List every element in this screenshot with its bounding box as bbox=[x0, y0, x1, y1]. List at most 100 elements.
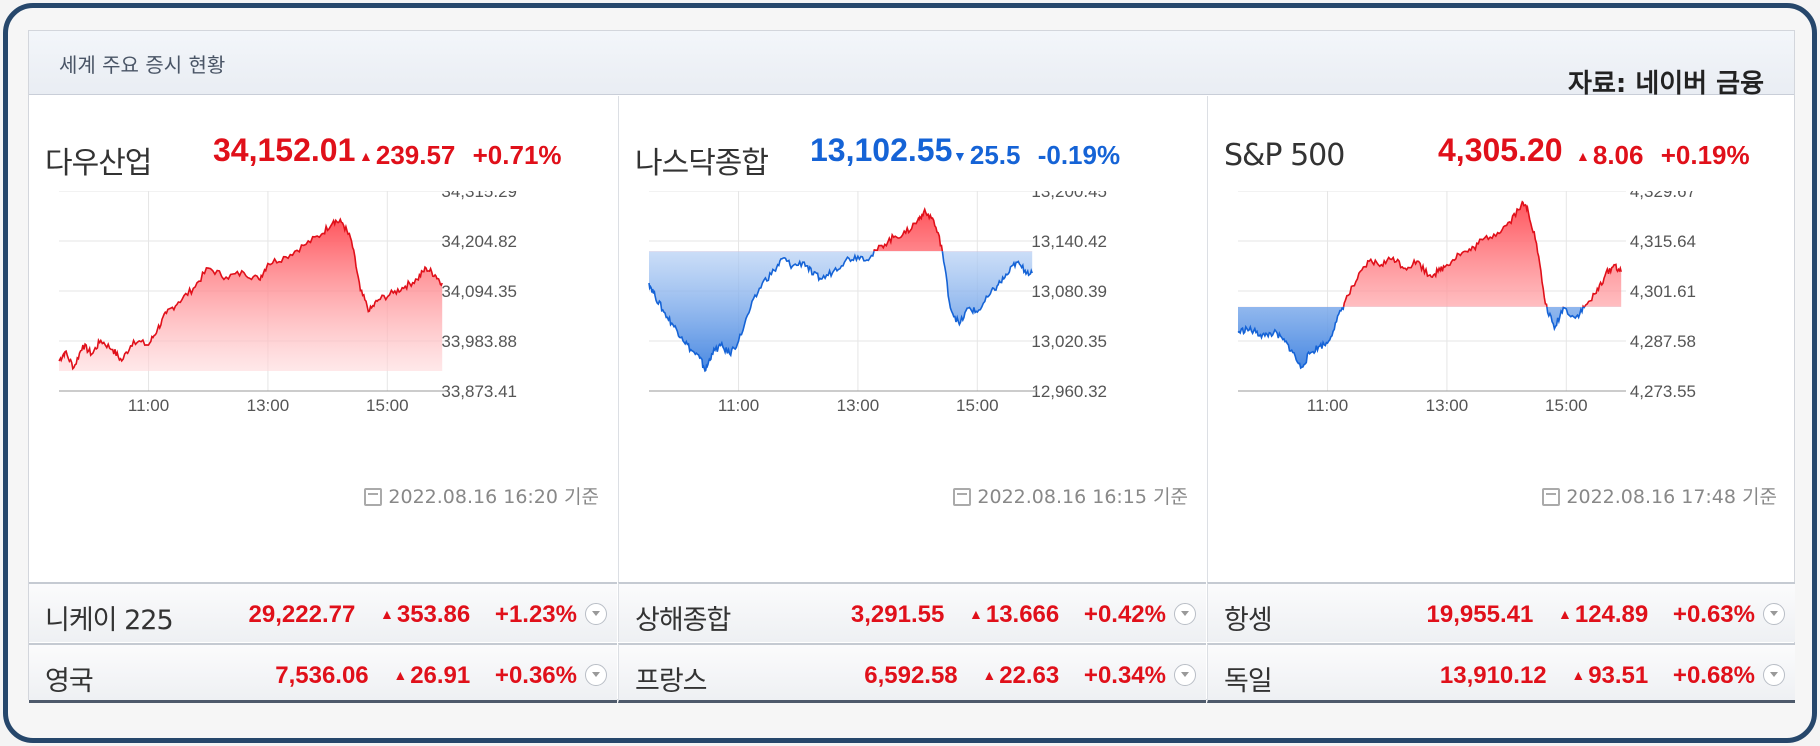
y-tick-label: 13,140.42 bbox=[1031, 232, 1107, 251]
y-tick-label: 12,960.32 bbox=[1031, 382, 1107, 401]
series-up-group bbox=[1238, 200, 1622, 307]
other-indices: 니케이 225 29,222.77 ▲ 353.86 +1.23% 상해종합 3,… bbox=[29, 582, 1795, 703]
calendar-icon bbox=[1542, 488, 1561, 506]
world-markets-panel: 세계 주요 증시 현황 자료: 네이버 금융 다우산업 34,152.01 ▲ 2… bbox=[28, 30, 1795, 703]
mini-index-name: 영국 bbox=[45, 666, 94, 697]
y-tick-label: 34,094.35 bbox=[441, 282, 517, 301]
mini-index-change-pct: +1.23% bbox=[494, 601, 577, 628]
mini-index-change: ▲ 26.91 bbox=[393, 662, 470, 689]
mini-index-change: ▲ 93.51 bbox=[1571, 662, 1648, 689]
series-up-group bbox=[873, 207, 944, 252]
triangle-up-icon: ▲ bbox=[1571, 667, 1586, 683]
mini-index-values: 7,536.06 ▲ 26.91 +0.36% bbox=[257, 662, 577, 690]
x-tick-label: 13:00 bbox=[247, 396, 290, 415]
index-card-nasdaq[interactable]: 나스닥종합 13,102.55 ▼ 25.5 -0.19% 13,200.45 13… bbox=[618, 96, 1206, 582]
intraday-chart[interactable]: 4,329.67 4,315.64 4,301.61 4,287.58 4,273.55… bbox=[1208, 191, 1796, 461]
mini-index-change-value: 353.86 bbox=[396, 601, 471, 628]
x-tick-label: 13:00 bbox=[1426, 396, 1469, 415]
mini-index-row[interactable]: 영국 7,536.06 ▲ 26.91 +0.36% bbox=[29, 643, 617, 703]
mini-index-change-value: 26.91 bbox=[410, 662, 471, 689]
mini-index-change: ▲ 13.666 bbox=[969, 601, 1059, 628]
mini-index-values: 19,955.41 ▲ 124.89 +0.63% bbox=[1409, 601, 1755, 629]
triangle-down-icon: ▼ bbox=[953, 148, 967, 164]
index-change-pct: +0.71% bbox=[472, 140, 562, 170]
index-change-pct: -0.19% bbox=[1037, 140, 1121, 170]
index-header: S&P 500 4,305.20 ▲ 8.06 +0.19% bbox=[1208, 96, 1795, 186]
mini-index-name: 독일 bbox=[1224, 666, 1273, 697]
mini-index-change-value: 22.63 bbox=[999, 662, 1060, 689]
y-tick-label: 4,273.55 bbox=[1630, 382, 1696, 401]
index-change-value: 8.06 bbox=[1592, 140, 1644, 170]
mini-index-row[interactable]: 상해종합 3,291.55 ▲ 13.666 +0.42% bbox=[618, 582, 1206, 642]
series-area-up bbox=[59, 219, 443, 371]
triangle-up-icon: ▲ bbox=[1576, 148, 1590, 164]
timestamp: 2022.08.16 16:15 기준 bbox=[953, 482, 1188, 509]
mini-index-row[interactable]: 독일 13,910.12 ▲ 93.51 +0.68% bbox=[1207, 643, 1795, 703]
timestamp-text: 2022.08.16 17:48 기준 bbox=[1566, 486, 1777, 508]
timestamp-text: 2022.08.16 16:15 기준 bbox=[977, 486, 1188, 508]
panel-title: 세계 주요 증시 현황 bbox=[59, 53, 226, 77]
mini-index-row[interactable]: 니케이 225 29,222.77 ▲ 353.86 +1.23% bbox=[29, 582, 617, 642]
triangle-up-icon: ▲ bbox=[393, 667, 408, 683]
x-tick-label: 15:00 bbox=[366, 396, 409, 415]
index-change-value: 25.5 bbox=[969, 140, 1021, 170]
series-area-down bbox=[649, 251, 1033, 371]
triangle-up-icon: ▲ bbox=[1557, 606, 1572, 622]
index-price: 13,102.55 bbox=[810, 132, 953, 168]
triangle-up-icon: ▲ bbox=[982, 667, 997, 683]
x-tick-label: 11:00 bbox=[128, 396, 169, 415]
y-tick-label: 34,204.82 bbox=[441, 232, 517, 251]
index-name: S&P 500 bbox=[1224, 138, 1345, 173]
mini-index-values: 6,592.58 ▲ 22.63 +0.34% bbox=[846, 662, 1166, 690]
mini-index-change: ▲ 124.89 bbox=[1558, 601, 1648, 628]
mini-index-name: 상해종합 bbox=[635, 605, 731, 636]
mini-index-change: ▲ 22.63 bbox=[982, 662, 1059, 689]
triangle-up-icon: ▲ bbox=[968, 606, 983, 622]
intraday-chart[interactable]: 13,200.45 13,140.42 13,080.39 13,020.35 12,9… bbox=[619, 191, 1207, 461]
index-card-dow[interactable]: 다우산업 34,152.01 ▲ 239.57 +0.71% 34,315.29 3… bbox=[29, 96, 617, 582]
mini-index-change-value: 13.666 bbox=[985, 601, 1060, 628]
y-tick-label: 4,301.61 bbox=[1630, 282, 1696, 301]
mini-index-change-pct: +0.68% bbox=[1672, 662, 1755, 689]
mini-index-change-pct: +0.42% bbox=[1083, 601, 1166, 628]
index-card-sp500[interactable]: S&P 500 4,305.20 ▲ 8.06 +0.19% 4,329.67 4,… bbox=[1207, 96, 1795, 582]
y-tick-label: 13,020.35 bbox=[1031, 332, 1107, 351]
source-credit: 자료: 네이버 금융 bbox=[1568, 69, 1764, 99]
triangle-up-icon: ▲ bbox=[379, 606, 394, 622]
mini-index-change-pct: +0.34% bbox=[1083, 662, 1166, 689]
mini-index-price: 7,536.06 bbox=[275, 662, 369, 689]
triangle-up-icon: ▲ bbox=[359, 148, 373, 164]
series-line-down bbox=[648, 251, 1033, 373]
calendar-icon bbox=[364, 488, 383, 506]
mini-index-values: 29,222.77 ▲ 353.86 +1.23% bbox=[231, 601, 577, 629]
mini-index-change-pct: +0.36% bbox=[494, 662, 577, 689]
timestamp: 2022.08.16 17:48 기준 bbox=[1542, 482, 1777, 509]
chevron-down-icon[interactable] bbox=[585, 603, 607, 625]
chevron-down-icon[interactable] bbox=[1763, 664, 1785, 686]
mini-index-row[interactable]: 프랑스 6,592.58 ▲ 22.63 +0.34% bbox=[618, 643, 1206, 703]
chevron-down-icon[interactable] bbox=[1763, 603, 1785, 625]
chevron-down-icon[interactable] bbox=[1174, 603, 1196, 625]
chevron-down-icon[interactable] bbox=[1174, 664, 1196, 686]
x-tick-label: 15:00 bbox=[956, 396, 999, 415]
y-tick-label: 4,329.67 bbox=[1630, 191, 1696, 201]
mini-index-price: 19,955.41 bbox=[1426, 601, 1534, 628]
intraday-chart[interactable]: 34,315.29 34,204.82 34,094.35 33,983.88 33,8… bbox=[29, 191, 617, 461]
panel-header: 세계 주요 증시 현황 자료: 네이버 금융 bbox=[29, 31, 1794, 99]
series-area-up bbox=[1238, 201, 1622, 307]
mini-index-name: 항셍 bbox=[1224, 605, 1273, 636]
timestamp: 2022.08.16 16:20 기준 bbox=[364, 482, 599, 509]
x-tick-label: 15:00 bbox=[1545, 396, 1588, 415]
y-tick-label: 33,873.41 bbox=[441, 382, 517, 401]
index-price: 4,305.20 bbox=[1438, 132, 1563, 168]
mini-index-price: 6,592.58 bbox=[864, 662, 958, 689]
series-down-group bbox=[1237, 306, 1586, 370]
index-change-value: 239.57 bbox=[375, 140, 456, 170]
timestamp-text: 2022.08.16 16:20 기준 bbox=[388, 486, 599, 508]
index-header: 나스닥종합 13,102.55 ▼ 25.5 -0.19% bbox=[619, 96, 1206, 186]
y-tick-label: 13,200.45 bbox=[1031, 191, 1107, 201]
mini-index-change: ▲ 353.86 bbox=[380, 601, 470, 628]
mini-index-row[interactable]: 항셍 19,955.41 ▲ 124.89 +0.63% bbox=[1207, 582, 1795, 642]
mini-index-values: 3,291.55 ▲ 13.666 +0.42% bbox=[833, 601, 1166, 629]
chevron-down-icon[interactable] bbox=[585, 664, 607, 686]
